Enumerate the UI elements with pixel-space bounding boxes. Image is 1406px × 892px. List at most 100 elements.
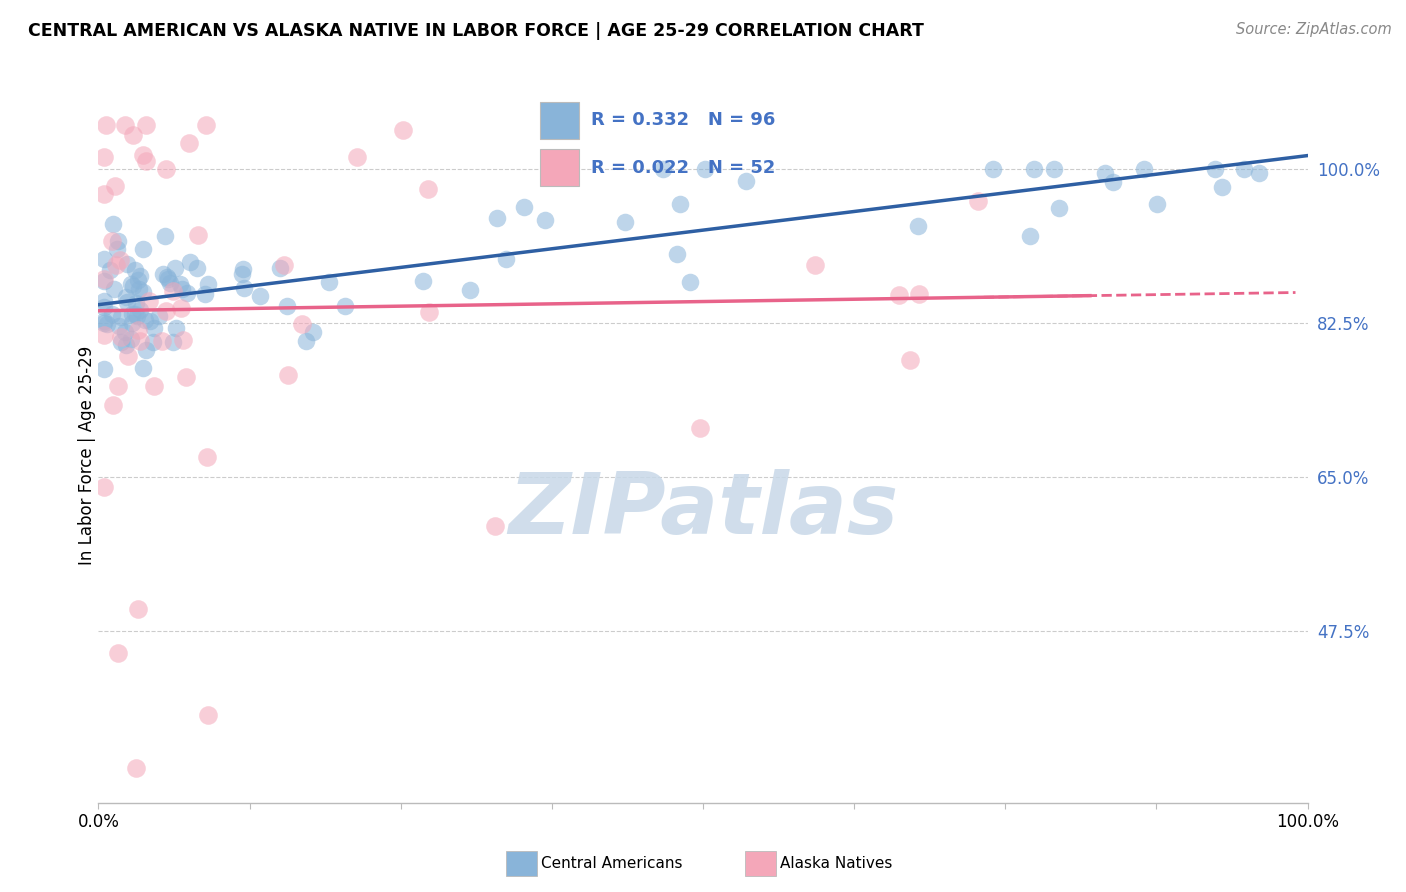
Point xyxy=(131,147,153,161)
Point xyxy=(512,200,534,214)
Point xyxy=(162,335,184,350)
Point xyxy=(908,287,931,301)
Point xyxy=(534,213,557,227)
Text: R = 0.022   N = 52: R = 0.022 N = 52 xyxy=(591,159,775,177)
Point xyxy=(273,258,295,272)
Point xyxy=(269,261,291,276)
Point xyxy=(898,352,921,367)
Point xyxy=(186,261,208,276)
Bar xyxy=(540,149,579,186)
Point xyxy=(117,294,139,309)
Point xyxy=(148,309,170,323)
Point xyxy=(1132,161,1154,176)
Point xyxy=(484,519,506,533)
Point xyxy=(93,327,115,342)
Point xyxy=(333,299,356,313)
Point xyxy=(108,319,131,334)
Point xyxy=(1043,161,1066,176)
Point xyxy=(156,269,179,284)
Point xyxy=(132,361,155,376)
Point xyxy=(104,179,127,194)
Point xyxy=(121,307,143,321)
Point xyxy=(124,296,146,310)
Point xyxy=(695,161,717,176)
Point xyxy=(1102,175,1125,189)
Point xyxy=(93,294,115,309)
Point xyxy=(115,257,138,271)
Text: Central Americans: Central Americans xyxy=(541,856,683,871)
Point xyxy=(1019,228,1042,243)
Point xyxy=(114,325,136,339)
Point xyxy=(150,334,173,349)
Point xyxy=(155,303,177,318)
Point xyxy=(127,323,149,337)
Point xyxy=(981,161,1004,176)
Point xyxy=(412,274,434,288)
Point xyxy=(679,275,702,289)
Point xyxy=(121,316,143,330)
Point xyxy=(318,275,340,289)
Point xyxy=(1146,197,1168,211)
Point xyxy=(110,334,132,349)
Point xyxy=(105,258,128,272)
Point xyxy=(176,285,198,300)
Point xyxy=(1047,201,1070,215)
Point xyxy=(124,262,146,277)
Point xyxy=(135,154,157,169)
Point xyxy=(122,128,145,142)
Point xyxy=(416,182,439,196)
Point xyxy=(114,118,136,132)
Point xyxy=(100,262,122,277)
Point xyxy=(194,287,217,301)
Point xyxy=(169,277,191,292)
Point xyxy=(485,211,508,226)
Point xyxy=(1233,161,1256,176)
Point xyxy=(391,122,413,136)
Point xyxy=(187,228,209,243)
Point xyxy=(93,252,115,266)
Point xyxy=(117,350,139,364)
Point xyxy=(277,368,299,382)
Point xyxy=(197,277,219,292)
Point xyxy=(172,333,194,347)
Point xyxy=(418,304,440,318)
Point xyxy=(169,301,191,315)
Point xyxy=(96,317,118,331)
Point xyxy=(139,314,162,328)
Point xyxy=(232,281,254,295)
Point xyxy=(155,161,177,176)
Point xyxy=(93,150,115,164)
Point xyxy=(101,398,124,412)
Point xyxy=(152,267,174,281)
Point xyxy=(889,288,911,302)
Point xyxy=(249,289,271,303)
Point xyxy=(1094,166,1116,180)
Point xyxy=(93,316,115,330)
Point xyxy=(105,242,128,256)
Point xyxy=(172,282,194,296)
Point xyxy=(232,262,254,277)
Point xyxy=(135,343,157,357)
Point xyxy=(197,707,219,722)
Point xyxy=(346,150,368,164)
Text: Source: ZipAtlas.com: Source: ZipAtlas.com xyxy=(1236,22,1392,37)
Point xyxy=(295,334,318,348)
Point xyxy=(125,761,148,775)
Point xyxy=(125,310,148,324)
Point xyxy=(495,252,517,266)
Point xyxy=(291,318,314,332)
Point xyxy=(301,325,323,339)
Point xyxy=(735,174,758,188)
Point xyxy=(120,332,142,346)
Point xyxy=(110,329,132,343)
Point xyxy=(665,247,688,261)
Point xyxy=(101,217,124,231)
Text: ZIPatlas: ZIPatlas xyxy=(508,469,898,552)
Point xyxy=(94,118,117,132)
Point xyxy=(174,369,197,384)
Point xyxy=(162,284,184,298)
Point xyxy=(135,118,157,132)
Point xyxy=(129,303,152,318)
Point xyxy=(128,282,150,296)
Point xyxy=(668,197,690,211)
